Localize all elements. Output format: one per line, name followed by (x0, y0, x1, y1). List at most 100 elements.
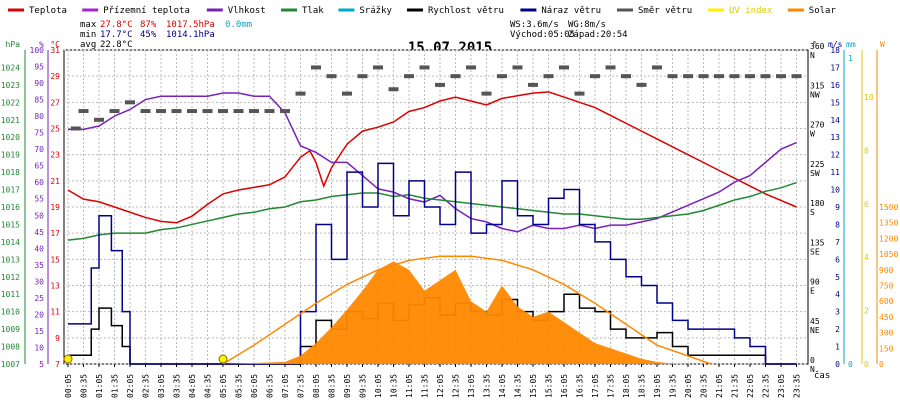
axis-wdir-tick-2: 90 (810, 278, 820, 287)
x-tick-label-47: 23:35 (793, 374, 802, 398)
axis-solar-tick-3: 450 (879, 313, 894, 322)
axis-rain-label: mm (846, 40, 856, 49)
axis-pressure-tick-4: 1011 (1, 290, 20, 299)
wind-ws: WS:3.6m/s (510, 20, 559, 30)
series-sm-r-v-tru-point-30 (528, 82, 538, 87)
axis-wspeed-tick-14: 14 (830, 116, 840, 125)
axis-temperature-tick-4: 15 (50, 255, 60, 264)
axis-solar-tick-1: 150 (879, 344, 894, 353)
series-sm-r-v-tru-point-46 (776, 74, 786, 79)
axis-wdir-tick-8: 360 (810, 42, 825, 51)
x-tick-label-18: 09:05 (343, 374, 352, 398)
series-sm-r-v-tru-point-29 (512, 65, 523, 70)
legend: Teplota Přízemní teplota Vlhkost Tlak Srážky… (8, 6, 836, 16)
series-sm-r-v-tru-point-2 (94, 117, 104, 122)
x-tick-label-1: 00:35 (80, 374, 89, 398)
axis-wspeed-tick-18: 18 (830, 46, 840, 55)
series-sm-r-v-tru-point-42 (714, 74, 724, 79)
axis-humidity-tick-7: 40 (34, 244, 44, 253)
x-tick-label-20: 10:05 (374, 374, 383, 398)
stats-block: max 27.8°C 87% 1017.5hPa 0.0mm min 17.7°C 45% 10… (80, 20, 628, 50)
x-tick-label-41: 20:35 (700, 374, 709, 398)
series-sm-r-v-tru-point-41 (698, 74, 709, 79)
axis-humidity-tick-17: 90 (34, 79, 44, 88)
series-sm-r-v-tru-point-9 (202, 109, 213, 114)
stat-min-press: 1014.1hPa (166, 30, 215, 40)
stat-avg-label: avg (80, 40, 96, 50)
legend-label-2: Vlhkost (228, 6, 266, 16)
axis-pressure-tick-8: 1015 (1, 220, 20, 229)
x-tick-label-38: 19:05 (653, 374, 662, 398)
axis-uv-tick-3: 6 (864, 200, 869, 209)
x-tick-label-27: 13:35 (483, 374, 492, 398)
stat-min-hum: 45% (140, 30, 157, 40)
x-axis: 00:05 00:35 01:05 01:35 02:05 02:35 03:05 03:35… (64, 364, 830, 398)
axis-solar-tick-0: 0 (879, 360, 884, 369)
axis-wdir-dir-7: NW (810, 90, 820, 99)
axis-humidity-tick-4: 25 (34, 294, 44, 303)
axis-wdir-tick-3: 135 (810, 238, 825, 247)
series-sm-r-v-tru-point-24 (435, 82, 445, 87)
series-sm-r-v-tru-point-45 (760, 74, 771, 79)
x-tick-label-12: 06:05 (250, 374, 259, 398)
axis-humidity-label: % (39, 40, 44, 49)
series-sm-r-v-tru-point-23 (419, 65, 430, 70)
axis-wspeed-tick-16: 16 (830, 81, 840, 90)
axis-humidity-tick-6: 35 (34, 261, 44, 270)
x-tick-label-3: 01:35 (111, 374, 120, 398)
series-sm-r-v-tru-point-31 (543, 74, 554, 79)
stat-min-label: min (80, 30, 96, 40)
axis-pressure-tick-0: 1007 (1, 360, 20, 369)
axis-solar-tick-10: 1500 (879, 203, 898, 212)
axis-humidity-tick-8: 45 (34, 228, 44, 237)
axis-solar-tick-8: 1200 (879, 234, 898, 243)
axis-uv-tick-5: 10 (864, 93, 874, 102)
series-sm-r-v-tru-point-35 (605, 65, 616, 70)
axis-wdir-label: ° (812, 40, 817, 49)
axis-wspeed-label: m/s (828, 40, 843, 49)
series-sm-r-v-tru-point-12 (249, 109, 259, 114)
x-tick-label-35: 17:35 (607, 374, 616, 398)
axis-wspeed-tick-10: 10 (830, 186, 840, 195)
x-tick-label-10: 05:05 (219, 374, 228, 398)
sunset: Západ:20:54 (568, 30, 628, 40)
series-sm-r-v-tru-point-21 (388, 87, 399, 92)
x-axis-label: čas (814, 370, 830, 381)
legend-label-0: Teplota (29, 6, 67, 16)
axis-wspeed-tick-5: 5 (835, 273, 840, 282)
x-tick-label-39: 19:35 (669, 374, 678, 398)
axis-temperature-tick-9: 25 (50, 125, 60, 134)
axis-humidity-tick-1: 10 (34, 343, 44, 352)
legend-label-7: Směr větru (638, 6, 692, 16)
x-tick-label-13: 06:35 (266, 374, 275, 398)
axis-wdir-dir-0: N (810, 365, 815, 374)
axis-pressure-tick-7: 1014 (1, 238, 20, 247)
series-tlak-line (67, 181, 797, 241)
x-tick-label-40: 20:05 (684, 374, 693, 398)
axis-wspeed-tick-3: 3 (835, 308, 840, 317)
x-tick-label-0: 00:05 (64, 374, 73, 398)
legend-label-5: Rychlost větru (428, 6, 504, 16)
axis-pressure-tick-15: 1022 (1, 98, 20, 107)
axis-wdir-tick-6: 270 (810, 121, 825, 130)
series-sm-r-v-tru-point-37 (636, 82, 647, 87)
series-sm-r-v-tru-point-5 (140, 109, 151, 114)
x-tick-label-2: 01:05 (95, 374, 104, 398)
axis-pressure-tick-1: 1008 (1, 343, 20, 352)
x-tick-label-17: 08:35 (328, 374, 337, 398)
stat-max-rain: 0.0mm (225, 20, 252, 30)
x-tick-label-37: 18:35 (638, 374, 647, 398)
x-tick-label-19: 09:35 (359, 374, 368, 398)
axis-pressure-tick-6: 1013 (1, 255, 20, 264)
axis-wdir-dir-8: N (810, 51, 815, 60)
axis-pressure-tick-10: 1017 (1, 186, 20, 195)
uv-marker-0 (218, 354, 228, 364)
wind-wg: WG:8m/s (568, 20, 606, 30)
axis-wspeed-tick-7: 7 (835, 238, 840, 247)
legend-label-3: Tlak (302, 6, 324, 16)
axis-wdir-tick-0: 0 (810, 356, 815, 365)
x-tick-label-45: 22:35 (762, 374, 771, 398)
axis-pressure-tick-5: 1012 (1, 273, 20, 282)
axis-temperature-tick-11: 29 (50, 72, 60, 81)
x-tick-label-29: 14:35 (514, 374, 523, 398)
